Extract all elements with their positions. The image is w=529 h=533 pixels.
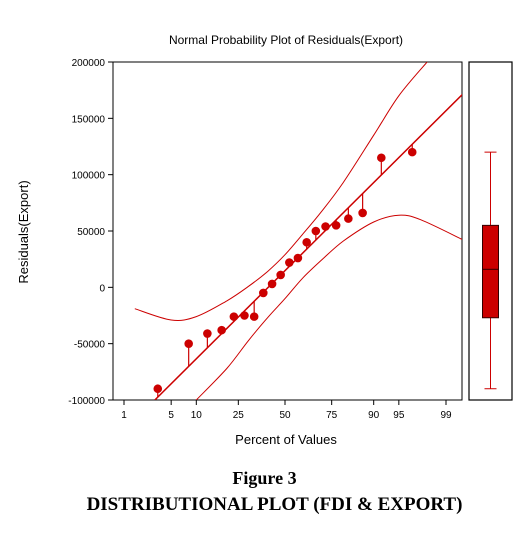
data-point xyxy=(267,279,277,289)
x-tick-label: 90 xyxy=(368,410,380,421)
x-tick-label: 1 xyxy=(121,410,127,421)
box-iqr xyxy=(482,224,499,319)
y-tick-label: 200000 xyxy=(72,58,106,69)
fit-line xyxy=(154,93,462,400)
data-point xyxy=(293,253,303,263)
y-tick-label: 0 xyxy=(99,283,105,294)
data-point xyxy=(344,214,353,223)
x-tick-label: 25 xyxy=(233,410,245,421)
y-axis-label: Residuals(Export) xyxy=(16,180,31,283)
data-point xyxy=(217,325,226,335)
data-point xyxy=(407,147,417,157)
x-tick-label: 75 xyxy=(326,410,338,421)
figure-caption: DISTRIBUTIONAL PLOT (FDI & EXPORT) xyxy=(86,494,463,515)
data-point xyxy=(321,222,330,231)
y-tick-label: 150000 xyxy=(72,114,106,125)
confidence-bands xyxy=(134,62,462,400)
x-axis-ticks: 1 5 10 25 50 75 90 95 99 xyxy=(121,400,452,421)
plot-frame xyxy=(112,61,463,401)
y-tick-label: -100000 xyxy=(68,396,105,407)
chart-title: Normal Probability Plot of Residuals(Exp… xyxy=(169,33,403,47)
x-tick-label: 99 xyxy=(440,410,452,421)
y-tick-label: 50000 xyxy=(77,227,105,238)
lower-confidence-band xyxy=(195,214,462,400)
x-tick-label: 50 xyxy=(279,410,291,421)
data-point xyxy=(358,208,367,218)
data-point xyxy=(240,311,249,320)
fit-line-layer xyxy=(154,93,462,400)
data-point xyxy=(276,270,285,280)
data-point xyxy=(203,329,212,338)
data-point xyxy=(377,153,386,163)
x-tick-label: 10 xyxy=(191,410,203,421)
data-point xyxy=(249,312,259,321)
figure-number: Figure 3 xyxy=(232,468,297,488)
upper-confidence-band xyxy=(134,62,428,321)
data-point xyxy=(302,237,311,247)
y-axis-ticks: -100000 -50000 0 50000 100000 150000 200000 xyxy=(68,58,113,407)
data-point xyxy=(331,221,341,230)
x-tick-label: 5 xyxy=(168,410,174,421)
y-tick-label: 100000 xyxy=(72,171,106,182)
data-point xyxy=(259,288,268,298)
plot-border xyxy=(112,61,463,401)
x-tick-label: 95 xyxy=(393,410,405,421)
data-points xyxy=(153,147,417,394)
data-point xyxy=(285,258,294,267)
data-point xyxy=(229,312,239,321)
box-plot xyxy=(468,61,513,401)
data-point xyxy=(184,339,193,348)
box-plot-frame xyxy=(468,61,513,401)
x-axis-label: Percent of Values xyxy=(235,432,337,447)
y-tick-label: -50000 xyxy=(74,340,106,351)
data-point xyxy=(311,226,321,236)
normal-probability-chart: Normal Probability Plot of Residuals(Exp… xyxy=(16,33,513,447)
data-point xyxy=(153,384,163,394)
